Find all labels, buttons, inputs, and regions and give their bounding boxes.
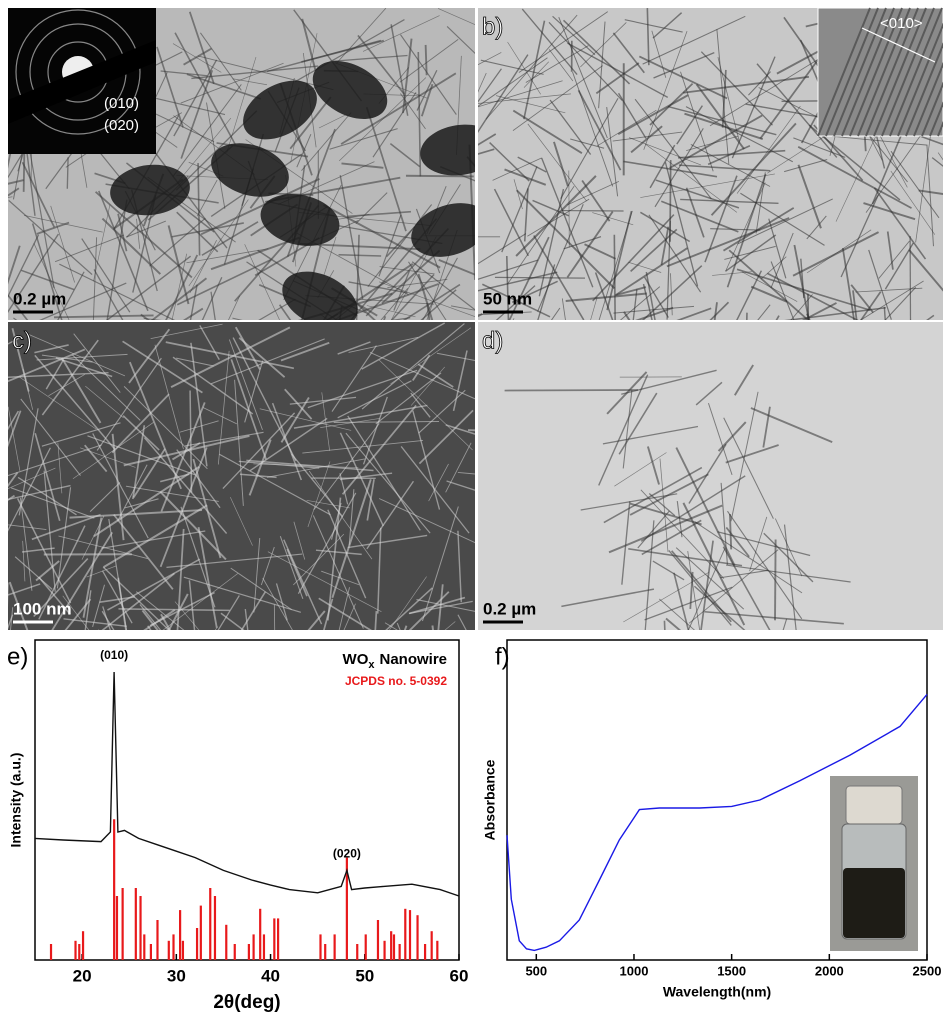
vial-photo: [830, 776, 918, 951]
inset-label: <010>: [880, 15, 923, 32]
scale-bar-label: 0.2 µm: [13, 289, 66, 308]
inset-label: (020): [104, 117, 139, 134]
x-axis-label: Wavelength(nm): [663, 984, 771, 1000]
scale-bar-label: 50 nm: [483, 289, 532, 308]
y-axis-label: Absorbance: [482, 759, 498, 840]
x-tick-label: 40: [261, 966, 280, 985]
scale-bar-label: 0.2 µm: [483, 599, 536, 618]
x-tick-label: 30: [167, 966, 186, 985]
chart-title: WOx Nanowire: [343, 651, 447, 671]
chart-subtitle: JCPDS no. 5-0392: [345, 674, 447, 688]
x-tick-label: 60: [450, 966, 469, 985]
panel-label: d): [482, 327, 503, 354]
title-subscript: x: [368, 659, 375, 671]
x-axis-label: 2θ(deg): [213, 992, 280, 1013]
y-axis-label: Intensity (a.u.): [8, 753, 24, 848]
panel-label: b): [482, 13, 503, 40]
x-tick-label: 1000: [620, 963, 649, 978]
vial-liquid: [843, 868, 905, 938]
fiber: [67, 157, 68, 188]
diffraction-inset: (010) (020): [8, 8, 156, 154]
scale-bar-label: 100 nm: [13, 599, 72, 618]
peak-label: (020): [333, 847, 361, 861]
panel-label: e): [7, 643, 28, 670]
vial-cap: [846, 786, 902, 824]
peak-label: (010): [100, 648, 128, 662]
x-tick-label: 1500: [717, 963, 746, 978]
fiber: [505, 390, 638, 391]
hrtem-inset: <010>: [818, 8, 943, 136]
panel-label: c): [12, 327, 32, 354]
x-tick-label: 2000: [815, 963, 844, 978]
x-tick-label: 20: [73, 966, 92, 985]
fiber: [495, 277, 585, 278]
figure: a)0.2 µmb)50 nmc)100 nmd)0.2 µm(010)(020…: [0, 0, 943, 1022]
micrograph: [478, 322, 943, 630]
fiber: [406, 176, 474, 177]
x-tick-label: 50: [355, 966, 374, 985]
title-part: WO: [343, 651, 369, 668]
x-tick-label: 2500: [913, 963, 942, 978]
inset-label: (010): [104, 95, 139, 112]
x-tick-label: 500: [525, 963, 547, 978]
fiber: [775, 539, 776, 620]
title-part: Nanowire: [379, 651, 447, 668]
